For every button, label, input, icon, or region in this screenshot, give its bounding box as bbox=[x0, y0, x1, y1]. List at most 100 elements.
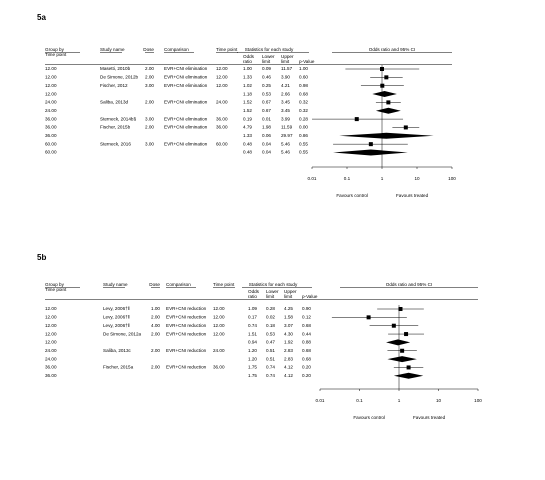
or-cell: 1.00 bbox=[243, 66, 252, 71]
timepoint-cell: 12.00 bbox=[213, 331, 225, 336]
upper-cell: 4.12 bbox=[284, 373, 293, 378]
x-tick-label: 10 bbox=[436, 398, 442, 403]
comparison-cell: EVR+CNI elimination bbox=[164, 116, 208, 121]
or-cell: 0.48 bbox=[243, 150, 252, 155]
upper-cell: 3.45 bbox=[281, 100, 290, 105]
p-cell: 0.90 bbox=[302, 306, 311, 311]
or-cell: 1.09 bbox=[248, 306, 257, 311]
column-header: Lower bbox=[266, 289, 279, 294]
or-cell: 1.51 bbox=[248, 331, 257, 336]
x-tick-label: 10 bbox=[414, 176, 420, 181]
column-header: Upper bbox=[284, 289, 297, 294]
upper-cell: 2.83 bbox=[284, 348, 293, 353]
favours-left: Favours control bbox=[353, 415, 385, 420]
column-header: Study name bbox=[103, 282, 128, 287]
group-cell: 60.00 bbox=[45, 141, 57, 146]
dose-cell: 2.00 bbox=[151, 348, 160, 353]
upper-cell: 4.21 bbox=[281, 83, 290, 88]
column-header: ratio bbox=[248, 294, 257, 299]
group-cell: 36.00 bbox=[45, 116, 57, 121]
dose-cell: 2.00 bbox=[151, 365, 160, 370]
or-cell: 1.02 bbox=[243, 83, 252, 88]
timepoint-cell: 12.00 bbox=[216, 75, 228, 80]
group-cell: 12.00 bbox=[45, 323, 57, 328]
study-cell: Fischer, 2012 bbox=[100, 83, 128, 88]
column-header: Odds ratio and 95% CI bbox=[369, 47, 415, 52]
column-header: Statistics for each study bbox=[249, 282, 298, 287]
group-cell: 12.00 bbox=[45, 315, 57, 320]
dose-cell: 3.00 bbox=[145, 141, 154, 146]
lower-cell: 0.74 bbox=[266, 365, 275, 370]
point-estimate bbox=[406, 365, 411, 370]
study-cell: Saliba, 2013c bbox=[103, 348, 132, 353]
lower-cell: 0.47 bbox=[266, 340, 275, 345]
comparison-cell: EVR+CNI reduction bbox=[166, 306, 207, 311]
column-header: Statistics for each study bbox=[245, 47, 294, 52]
timepoint-cell: 36.00 bbox=[216, 116, 228, 121]
dose-cell: 2.00 bbox=[145, 100, 154, 105]
column-header: Time point bbox=[45, 52, 67, 57]
or-cell: 1.52 bbox=[243, 108, 252, 113]
column-header: Odds ratio and 95% CI bbox=[386, 282, 432, 287]
group-cell: 24.00 bbox=[45, 100, 57, 105]
favours-right: Favours treated bbox=[396, 193, 429, 198]
comparison-cell: EVR+CNI reduction bbox=[166, 348, 207, 353]
favours-right: Favours treated bbox=[413, 415, 446, 420]
dose-cell: 2.00 bbox=[151, 331, 160, 336]
group-cell: 24.00 bbox=[45, 108, 57, 113]
column-header: Time point bbox=[45, 287, 67, 292]
group-cell: 24.00 bbox=[45, 356, 57, 361]
group-cell: 12.00 bbox=[45, 331, 57, 336]
lower-cell: 0.53 bbox=[266, 331, 275, 336]
upper-cell: 4.12 bbox=[284, 365, 293, 370]
column-header: p-Value bbox=[302, 294, 318, 299]
point-estimate bbox=[380, 83, 385, 88]
group-cell: 36.00 bbox=[45, 365, 57, 370]
group-cell: 24.00 bbox=[45, 348, 57, 353]
group-cell: 36.00 bbox=[45, 373, 57, 378]
timepoint-cell: 12.00 bbox=[213, 315, 225, 320]
comparison-cell: EVR+CNI reduction bbox=[166, 331, 207, 336]
p-cell: 0.12 bbox=[302, 315, 311, 320]
study-cell: Sterneck, 2016 bbox=[100, 141, 131, 146]
x-tick-label: 0.01 bbox=[316, 398, 325, 403]
study-cell: De Simone, 2012a bbox=[103, 331, 141, 336]
column-header: Time point bbox=[216, 47, 238, 52]
p-cell: 0.68 bbox=[302, 323, 311, 328]
p-cell: 0.00 bbox=[299, 125, 308, 130]
upper-cell: 3.99 bbox=[281, 116, 290, 121]
dose-cell: 2.00 bbox=[145, 66, 154, 71]
timepoint-cell: 36.00 bbox=[216, 125, 228, 130]
lower-cell: 0.53 bbox=[262, 91, 271, 96]
dose-cell: 4.00 bbox=[151, 323, 160, 328]
study-cell: De Simone, 2012b bbox=[100, 75, 138, 80]
column-header: Comparison bbox=[166, 282, 191, 287]
comparison-cell: EVR+CNI elimination bbox=[164, 100, 208, 105]
column-header: Lower bbox=[262, 54, 275, 59]
group-cell: 60.00 bbox=[45, 150, 57, 155]
p-cell: 0.68 bbox=[302, 356, 311, 361]
or-cell: 0.74 bbox=[248, 323, 257, 328]
point-estimate bbox=[380, 67, 384, 71]
p-cell: 0.20 bbox=[302, 365, 311, 370]
comparison-cell: EVR+CNI elimination bbox=[164, 141, 208, 146]
lower-cell: 0.74 bbox=[266, 373, 275, 378]
lower-cell: 0.06 bbox=[262, 133, 271, 138]
timepoint-cell: 24.00 bbox=[216, 100, 228, 105]
p-cell: 0.55 bbox=[299, 150, 308, 155]
comparison-cell: EVR+CNI elimination bbox=[164, 75, 208, 80]
group-cell: 12.00 bbox=[45, 306, 57, 311]
group-cell: 12.00 bbox=[45, 91, 57, 96]
upper-cell: 2.83 bbox=[284, 356, 293, 361]
lower-cell: 0.51 bbox=[266, 348, 275, 353]
upper-cell: 11.57 bbox=[281, 66, 293, 71]
or-cell: 1.33 bbox=[243, 75, 252, 80]
or-cell: 1.20 bbox=[248, 348, 257, 353]
column-header: Time point bbox=[213, 282, 235, 287]
summary-diamond bbox=[393, 372, 424, 379]
timepoint-cell: 12.00 bbox=[213, 306, 225, 311]
lower-cell: 0.28 bbox=[266, 306, 275, 311]
point-estimate bbox=[384, 75, 389, 80]
dose-cell: 2.00 bbox=[145, 125, 154, 130]
